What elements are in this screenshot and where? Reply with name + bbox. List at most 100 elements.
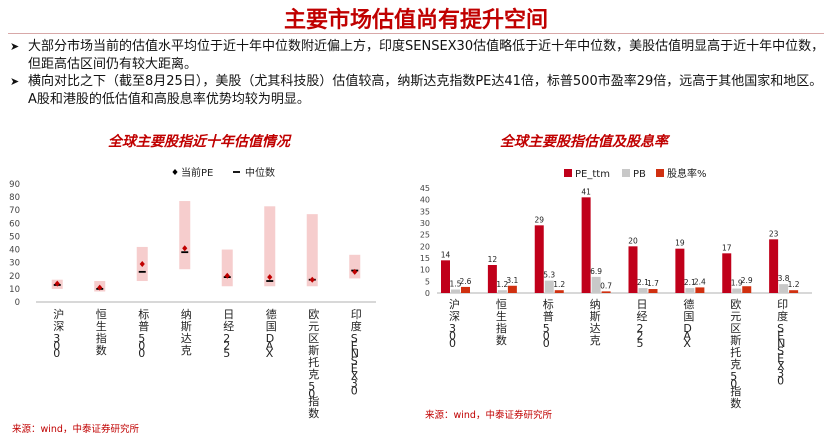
current-pe-marker [309, 276, 315, 283]
bar-value-label: 3.8 [778, 274, 790, 283]
y-tick-label: 45 [420, 184, 430, 193]
x-category-label: 标普 5 0 0 [543, 297, 554, 350]
y-tick-label: 30 [9, 259, 20, 269]
bar-value-label: 19 [675, 239, 685, 248]
legend-label-1: PB [633, 169, 646, 180]
bar-1 [779, 284, 789, 293]
y-tick-label: 20 [9, 272, 20, 282]
x-category-label: 日经 2 2 5 [223, 308, 234, 360]
y-tick-label: 20 [420, 242, 430, 251]
bar-value-label: 2.9 [741, 276, 753, 285]
x-category-label: 恒生指数 [96, 308, 107, 357]
bullet-arrow-icon: ➤ [10, 75, 20, 88]
bar-2 [789, 290, 799, 293]
y-tick-label: 10 [9, 285, 20, 295]
range-bar [179, 201, 191, 270]
y-tick-label: 80 [9, 193, 20, 203]
right-chart-title: 全球主要股指估值及股息率 [500, 134, 668, 150]
x-category-label: 印度 S E N S E X 3 0 [777, 298, 788, 387]
legend-swatch-0 [564, 169, 572, 177]
y-tick-label: 5 [425, 277, 430, 286]
bar-value-label: 29 [534, 215, 544, 224]
bar-value-label: 0.7 [600, 281, 612, 290]
legend-label-0: PE_ttm [575, 169, 610, 180]
bullet-item-1: ➤ 大部分市场当前的估值水平均位于近十年中位数附近偏上方，印度SENSEX30估… [8, 38, 826, 73]
range-bar [349, 254, 361, 279]
current-pe-marker [97, 284, 103, 291]
y-tick-label: 40 [9, 246, 20, 256]
legend-swatch-2 [656, 169, 664, 177]
x-category-label: 纳斯达克 [590, 298, 601, 347]
range-bar [221, 249, 233, 287]
left-chart-title: 全球主要股指近十年估值情况 [108, 134, 290, 150]
bar-0 [722, 253, 732, 293]
current-pe-marker [352, 268, 358, 275]
bullet-arrow-icon: ➤ [10, 40, 20, 53]
bar-value-label: 1.7 [647, 279, 659, 288]
y-tick-label: 90 [9, 180, 20, 190]
bar-1 [544, 280, 554, 293]
bar-value-label: 20 [628, 236, 638, 245]
bar-value-label: 1.2 [496, 280, 508, 289]
bar-1 [732, 288, 742, 293]
bar-1 [591, 276, 601, 293]
y-tick-label: 70 [9, 206, 20, 216]
bar-2 [695, 287, 705, 293]
bar-0 [534, 225, 544, 293]
bar-0 [769, 239, 779, 293]
y-tick-label: 50 [9, 232, 20, 242]
right-source-note: 来源：wind，中泰证券研究所 [425, 410, 552, 421]
bar-1 [685, 288, 695, 293]
legend-current-label: 当前PE [181, 166, 213, 179]
bar-value-label: 14 [441, 250, 451, 259]
bullet-text-2: 横向对比之下（截至8月25日），美股（尤其科技股）估值较高，纳斯达克指数PE达4… [28, 74, 823, 107]
x-category-label: 恒生指数 [496, 298, 507, 347]
bar-1 [497, 290, 507, 293]
x-category-label: 沪深 3 0 0 [53, 307, 64, 360]
bullet-text-1: 大部分市场当前的估值水平均位于近十年中位数附近偏上方，印度SENSEX30估值略… [28, 39, 825, 72]
bullet-item-2: ➤ 横向对比之下（截至8月25日），美股（尤其科技股）估值较高，纳斯达克指数PE… [8, 73, 826, 108]
bar-value-label: 12 [488, 255, 498, 264]
current-pe-marker [267, 274, 273, 281]
range-bar [306, 214, 318, 287]
current-pe-marker [139, 260, 145, 267]
bullet-list: ➤ 大部分市场当前的估值水平均位于近十年中位数附近偏上方，印度SENSEX30估… [8, 38, 826, 108]
y-tick-label: 0 [15, 298, 20, 308]
legend-swatch-1 [622, 169, 630, 177]
y-tick-label: 35 [420, 207, 430, 216]
bar-value-label: 23 [769, 229, 779, 238]
bar-value-label: 1.2 [553, 280, 565, 289]
bar-2 [554, 290, 564, 293]
bar-1 [638, 288, 648, 293]
bar-value-label: 2.6 [460, 277, 472, 286]
bar-value-label: 17 [722, 243, 732, 252]
x-category-label: 德国 D A X [266, 307, 277, 360]
y-tick-label: 40 [420, 196, 430, 205]
bar-0 [628, 246, 638, 293]
bar-2 [507, 285, 517, 293]
bar-value-label: 2.4 [694, 277, 706, 286]
bar-2 [648, 289, 658, 293]
bar-0 [675, 248, 685, 293]
legend-current-marker [172, 169, 178, 175]
legend-label-2: 股息率% [667, 167, 707, 180]
x-category-label: 日经 2 2 5 [637, 298, 648, 350]
x-category-label: 纳斯达克 [181, 308, 192, 357]
bar-value-label: 1.2 [788, 280, 800, 289]
y-tick-label: 10 [420, 266, 430, 275]
range-bar [264, 206, 276, 287]
x-category-label: 欧元区斯托克 5 0 指数 [730, 298, 741, 410]
x-category-label: 德国 D A X [683, 297, 694, 350]
x-category-label: 欧元区斯托克 5 0 指数 [308, 308, 319, 420]
x-category-label: 沪深 3 0 0 [449, 297, 460, 350]
bar-0 [581, 197, 591, 293]
y-tick-label: 0 [425, 289, 430, 298]
y-tick-label: 30 [420, 219, 430, 228]
current-pe-marker [182, 245, 188, 252]
bar-value-label: 2.1 [684, 278, 696, 287]
page-title: 主要市场估值尚有提升空间 [283, 8, 548, 33]
bar-value-label: 41 [581, 187, 591, 196]
bar-value-label: 3.1 [506, 276, 518, 285]
bar-2 [601, 291, 611, 293]
